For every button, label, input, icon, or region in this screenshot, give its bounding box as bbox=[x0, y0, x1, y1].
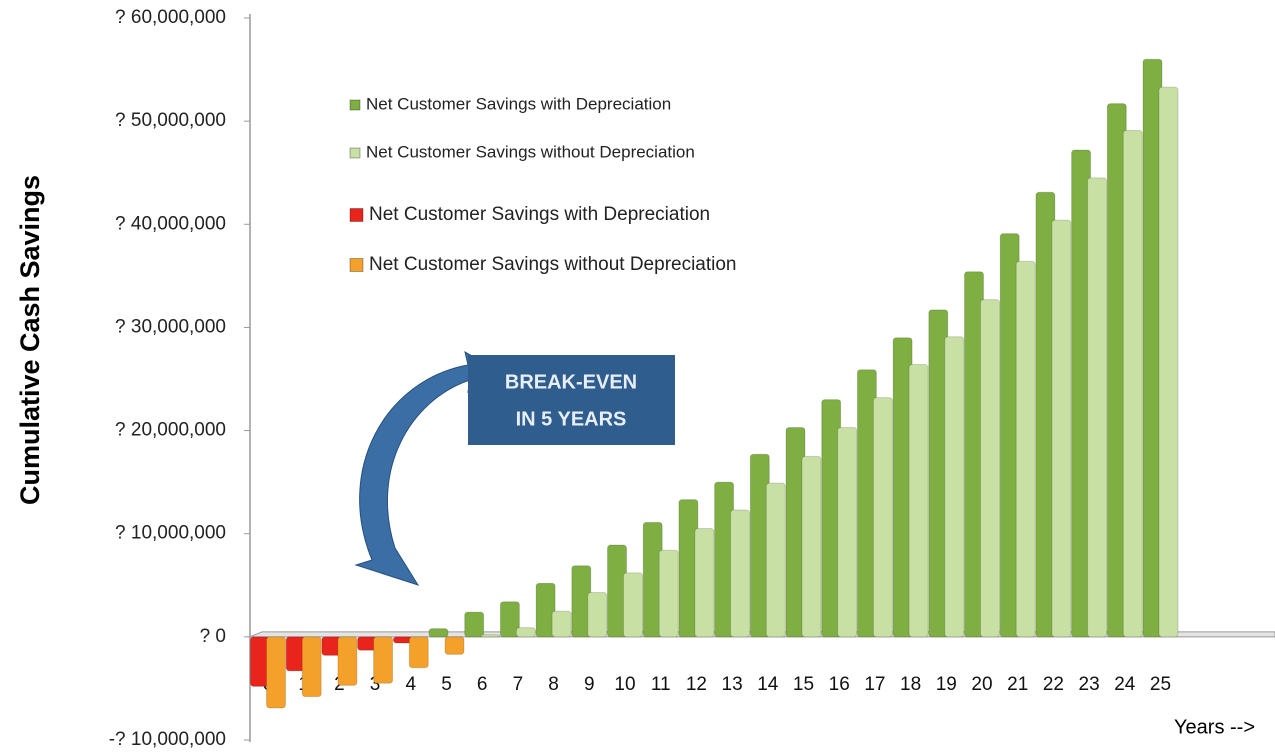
annotation-box bbox=[468, 355, 675, 445]
x-tick-label: 19 bbox=[936, 674, 957, 695]
x-tick-label: 14 bbox=[757, 674, 779, 695]
bar bbox=[266, 636, 286, 709]
annotation: BREAK-EVEN bbox=[505, 371, 637, 393]
bar bbox=[373, 636, 394, 684]
bar bbox=[1015, 260, 1036, 638]
y-tick-label: ? 60,000,000 bbox=[115, 7, 226, 28]
x-tick-label: 8 bbox=[548, 674, 559, 695]
bar bbox=[944, 336, 965, 638]
bar bbox=[1122, 129, 1143, 638]
x-tick-label: 4 bbox=[406, 674, 417, 695]
bar bbox=[730, 509, 751, 638]
x-tick-label: 7 bbox=[513, 674, 524, 695]
bar bbox=[837, 426, 858, 638]
x-tick-label: 23 bbox=[1079, 674, 1100, 695]
y-tick-label: ? 40,000,000 bbox=[115, 213, 226, 234]
bar bbox=[908, 364, 929, 638]
x-axis-label: Years --> bbox=[1174, 716, 1255, 738]
y-tick-label: ? 20,000,000 bbox=[115, 420, 226, 441]
y-tick-label: ? 0 bbox=[200, 626, 226, 647]
legend-swatch bbox=[349, 147, 361, 159]
bar bbox=[1051, 219, 1072, 638]
x-tick-label: 25 bbox=[1150, 674, 1171, 695]
legend-swatch bbox=[349, 208, 364, 222]
bar bbox=[623, 572, 643, 638]
x-tick-label: 22 bbox=[1043, 674, 1064, 695]
bar bbox=[872, 397, 893, 638]
y-tick-label: ? 10,000,000 bbox=[115, 523, 226, 544]
x-tick-label: 6 bbox=[477, 674, 488, 695]
bar bbox=[515, 627, 536, 638]
y-tick-label: -? 10,000,000 bbox=[109, 729, 226, 750]
bar bbox=[1087, 177, 1108, 638]
legend-label: Net Customer Savings with Depreciation bbox=[369, 204, 710, 225]
x-tick-label: 18 bbox=[900, 674, 921, 695]
bar bbox=[464, 611, 485, 638]
x-tick-label: 10 bbox=[614, 674, 635, 695]
x-tick-label: 12 bbox=[686, 674, 707, 695]
annotation: IN 5 YEARS bbox=[516, 408, 627, 430]
bar bbox=[301, 636, 322, 698]
legend-label: Net Customer Savings without Depreciatio… bbox=[366, 142, 695, 161]
arrow bbox=[354, 350, 501, 586]
bar bbox=[428, 628, 449, 638]
x-tick-label: 20 bbox=[971, 674, 992, 695]
bar bbox=[658, 549, 679, 638]
x-tick-label: 24 bbox=[1114, 674, 1136, 695]
legend-swatch bbox=[349, 258, 364, 272]
bar bbox=[801, 455, 822, 638]
legend-label: Net Customer Savings with Depreciation bbox=[366, 94, 671, 113]
x-tick-label: 17 bbox=[864, 674, 885, 695]
bar bbox=[551, 610, 572, 638]
x-tick-label: 21 bbox=[1007, 674, 1028, 695]
x-tick-label: 5 bbox=[441, 674, 452, 695]
x-tick-label: 16 bbox=[829, 674, 850, 695]
bar bbox=[408, 636, 429, 669]
legend-swatch bbox=[349, 99, 361, 111]
x-tick-label: 3 bbox=[370, 674, 381, 695]
bar bbox=[535, 582, 556, 638]
bar bbox=[499, 601, 520, 638]
y-tick-label: ? 30,000,000 bbox=[115, 316, 226, 337]
legend-label: Net Customer Savings without Depreciatio… bbox=[369, 254, 737, 275]
bar bbox=[587, 592, 608, 638]
bar bbox=[765, 482, 786, 638]
bar bbox=[1158, 86, 1179, 638]
bar bbox=[480, 634, 501, 638]
y-tick-label: ? 50,000,000 bbox=[115, 110, 226, 131]
bar bbox=[337, 636, 358, 686]
x-tick-label: 11 bbox=[651, 674, 671, 695]
x-tick-label: 13 bbox=[722, 674, 743, 695]
bar bbox=[694, 528, 715, 638]
bar bbox=[980, 299, 1000, 638]
x-tick-label: 15 bbox=[793, 674, 814, 695]
y-axis-label: Cumulative Cash Savings bbox=[15, 175, 45, 505]
x-tick-label: 9 bbox=[584, 674, 595, 695]
bar bbox=[444, 636, 465, 655]
